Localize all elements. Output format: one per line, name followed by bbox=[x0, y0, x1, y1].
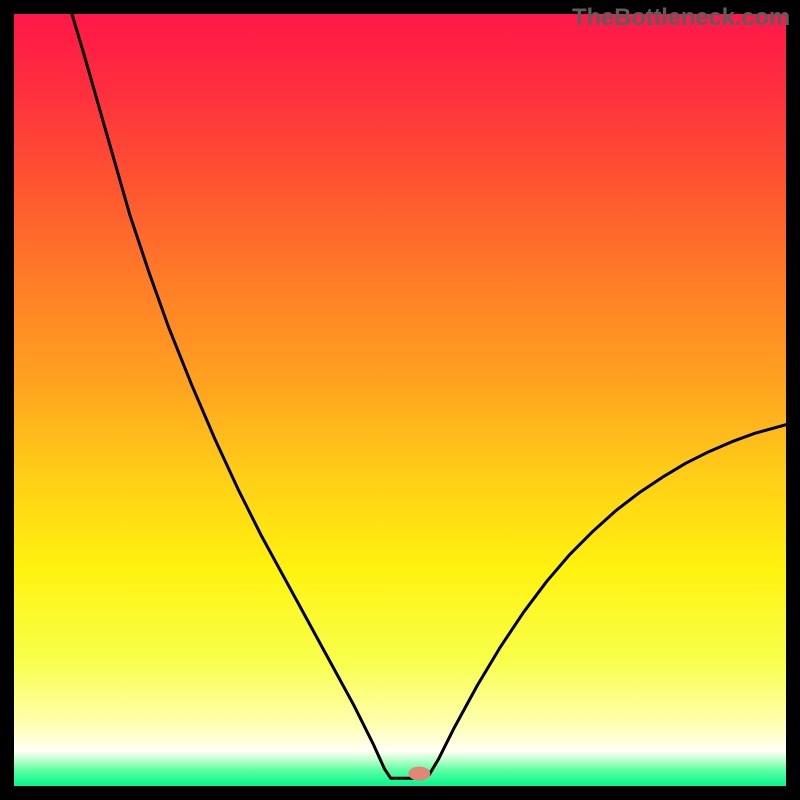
bottleneck-chart: TheBottleneck.com bbox=[0, 0, 800, 800]
watermark-text: TheBottleneck.com bbox=[572, 4, 790, 32]
chart-svg bbox=[14, 14, 786, 786]
plot-background bbox=[14, 14, 786, 786]
optimal-point-marker bbox=[408, 767, 430, 781]
plot-area bbox=[14, 14, 786, 786]
